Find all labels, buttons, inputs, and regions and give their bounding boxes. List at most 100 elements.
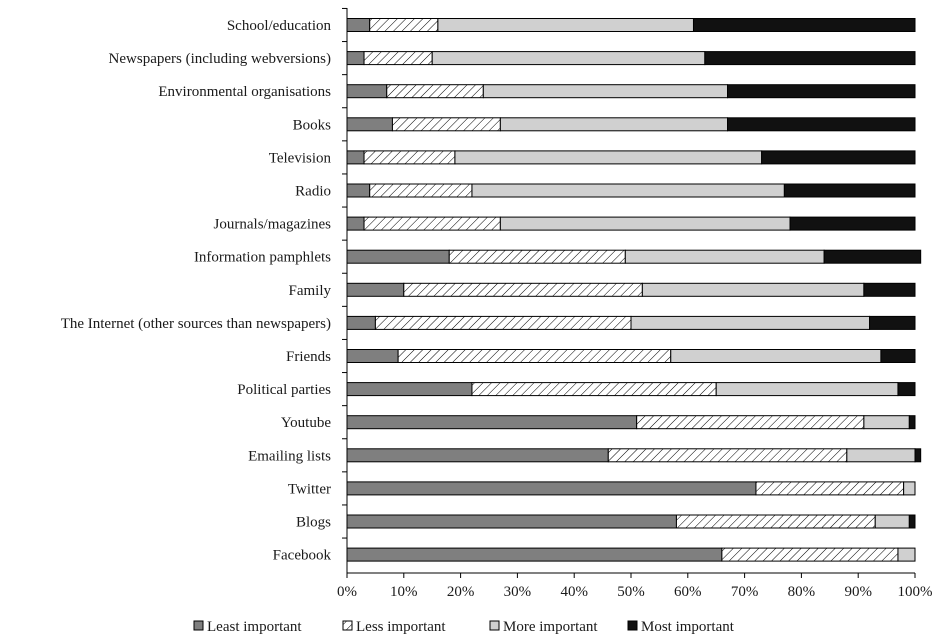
x-tick-label: 30%	[504, 584, 532, 600]
bar-segment-most-important	[908, 514, 916, 529]
category-label: Political parties	[237, 382, 331, 398]
bar-segment-less-important	[721, 547, 899, 562]
legend-swatch-less-important	[342, 620, 353, 631]
bar-segment-more-important	[624, 249, 825, 264]
bar-segment-more-important	[454, 150, 763, 165]
bar-segment-less-important	[755, 481, 905, 496]
x-tick-label: 0%	[337, 584, 357, 600]
bar-segment-less-important	[363, 51, 433, 66]
bar-segment-less-important	[607, 448, 848, 463]
legend: Least important Less important More import…	[193, 619, 735, 635]
category-label: Youtube	[281, 415, 331, 431]
bar-segment-more-important	[715, 382, 899, 397]
bar-segment-less-important	[363, 150, 456, 165]
legend-swatch-least-important	[193, 620, 204, 631]
bar-segment-least-important	[346, 249, 450, 264]
category-label: Journals/magazines	[214, 217, 332, 233]
bar-segment-least-important	[346, 382, 473, 397]
category-label: Television	[269, 150, 332, 166]
bar-segment-least-important	[346, 415, 638, 430]
bar-segment-less-important	[386, 84, 484, 99]
bar-segment-less-important	[397, 349, 672, 363]
bar-segment-more-important	[437, 18, 694, 32]
x-tick-label: 70%	[731, 584, 759, 600]
bar-segment-least-important	[346, 18, 371, 32]
legend-label: Most important	[641, 619, 735, 635]
bar-segment-more-important	[499, 216, 791, 231]
bar-segment-most-important	[727, 84, 916, 99]
x-tick-label: 20%	[447, 584, 475, 600]
bar-segment-more-important	[499, 117, 729, 132]
category-label: Blogs	[296, 515, 331, 531]
bar-segment-most-important	[692, 18, 916, 32]
bar-segment-most-important	[823, 249, 922, 264]
x-tick-label: 60%	[674, 584, 702, 600]
x-tick-label: 50%	[617, 584, 645, 600]
bar-segment-most-important	[761, 150, 916, 165]
bar-segment-less-important	[471, 382, 717, 397]
bar-segment-most-important	[783, 183, 916, 198]
x-axis: 0% 10% 20% 30% 40% 50% 60% 70% 80% 90% 100%	[337, 7, 933, 600]
bar-segment-most-important	[869, 315, 916, 330]
bar-segment-least-important	[346, 117, 393, 132]
bar-segment-least-important	[346, 514, 677, 529]
legend-swatch-most-important	[627, 620, 638, 631]
bar-segment-most-important	[727, 117, 916, 132]
bar-segment-more-important	[641, 282, 865, 297]
x-tick-label: 80%	[788, 584, 816, 600]
bar-segment-least-important	[346, 315, 376, 330]
category-label: Twitter	[288, 481, 331, 497]
bar-segment-most-important	[914, 448, 922, 463]
category-label: Information pamphlets	[194, 250, 331, 266]
category-label: Friends	[286, 349, 331, 365]
bar-segment-least-important	[346, 448, 609, 463]
bar-segment-least-important	[346, 481, 757, 496]
category-label: Radio	[295, 184, 331, 200]
category-labels: School/education Newspapers (including we…	[61, 18, 332, 564]
bar-segment-more-important	[846, 448, 916, 463]
x-tick-label: 100%	[898, 584, 933, 600]
legend-swatch-more-important	[489, 620, 500, 631]
bar-segment-more-important	[630, 315, 871, 330]
bar-segment-least-important	[346, 51, 365, 66]
bar-segment-more-important	[874, 514, 910, 529]
x-tick-label: 10%	[390, 584, 418, 600]
bar-segment-less-important	[675, 514, 876, 529]
x-tick-label: 40%	[560, 584, 588, 600]
bar-segment-least-important	[346, 547, 723, 562]
bar-segment-most-important	[880, 349, 916, 363]
bar-segment-less-important	[369, 183, 473, 198]
category-label: Family	[288, 283, 331, 299]
category-label: Environmental organisations	[158, 84, 331, 100]
bar-segment-more-important	[471, 183, 785, 198]
x-tick-label: 90%	[844, 584, 872, 600]
bar-segment-most-important	[908, 415, 916, 430]
bar-segment-less-important	[374, 315, 632, 330]
bar-segment-less-important	[448, 249, 626, 264]
bar-segment-less-important	[403, 282, 643, 297]
bar-segment-more-important	[897, 547, 916, 562]
bar-segment-least-important	[346, 282, 405, 297]
legend-label: Least important	[207, 619, 302, 635]
category-label: Newspapers (including webversions)	[109, 51, 331, 67]
category-label: Books	[293, 117, 332, 133]
bar-segment-more-important	[482, 84, 729, 99]
bar-segment-least-important	[346, 349, 399, 363]
bar-segment-least-important	[346, 183, 371, 198]
category-label: Facebook	[273, 548, 332, 564]
legend-label: Less important	[356, 619, 446, 635]
bar-segment-more-important	[903, 481, 916, 496]
category-label: School/education	[227, 18, 332, 34]
category-label: Emailing lists	[248, 448, 331, 464]
legend-label: More important	[503, 619, 598, 635]
bar-segment-more-important	[863, 415, 910, 430]
bar-segment-most-important	[863, 282, 916, 297]
bar-segment-most-important	[704, 51, 916, 66]
bar-segment-most-important	[789, 216, 916, 231]
bar-segment-least-important	[346, 84, 388, 99]
category-label: The Internet (other sources than newspap…	[61, 316, 331, 332]
bar-segment-most-important	[897, 382, 916, 397]
bar-segment-less-important	[369, 18, 439, 32]
bar-segment-least-important	[346, 150, 365, 165]
